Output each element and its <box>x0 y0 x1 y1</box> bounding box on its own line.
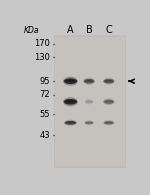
Ellipse shape <box>65 80 75 82</box>
FancyBboxPatch shape <box>54 35 126 168</box>
Ellipse shape <box>85 99 94 104</box>
Ellipse shape <box>103 120 114 125</box>
Ellipse shape <box>86 101 92 102</box>
Ellipse shape <box>85 80 93 82</box>
Ellipse shape <box>83 78 95 85</box>
Ellipse shape <box>63 77 78 86</box>
Ellipse shape <box>63 97 78 106</box>
Ellipse shape <box>64 78 77 84</box>
Ellipse shape <box>105 101 113 102</box>
Ellipse shape <box>66 122 75 123</box>
Ellipse shape <box>104 79 114 83</box>
Text: KDa: KDa <box>23 26 39 35</box>
Ellipse shape <box>104 100 114 104</box>
Ellipse shape <box>105 122 112 123</box>
Text: C: C <box>105 25 112 35</box>
Ellipse shape <box>65 121 76 125</box>
Ellipse shape <box>65 100 75 102</box>
Ellipse shape <box>103 98 115 105</box>
Text: 55: 55 <box>40 110 50 119</box>
Text: 95: 95 <box>40 77 50 86</box>
Ellipse shape <box>86 122 92 123</box>
FancyBboxPatch shape <box>55 37 124 166</box>
Ellipse shape <box>84 79 94 83</box>
Ellipse shape <box>64 99 77 105</box>
Ellipse shape <box>84 120 94 125</box>
Text: 72: 72 <box>39 90 50 99</box>
Text: 43: 43 <box>39 131 50 140</box>
Ellipse shape <box>64 120 77 126</box>
Text: A: A <box>67 25 74 35</box>
Ellipse shape <box>85 121 93 124</box>
Ellipse shape <box>104 121 114 124</box>
Text: B: B <box>86 25 92 35</box>
Ellipse shape <box>105 80 113 82</box>
Text: 130: 130 <box>34 53 50 62</box>
Ellipse shape <box>103 78 115 85</box>
Ellipse shape <box>85 100 93 103</box>
Text: 170: 170 <box>34 39 50 48</box>
